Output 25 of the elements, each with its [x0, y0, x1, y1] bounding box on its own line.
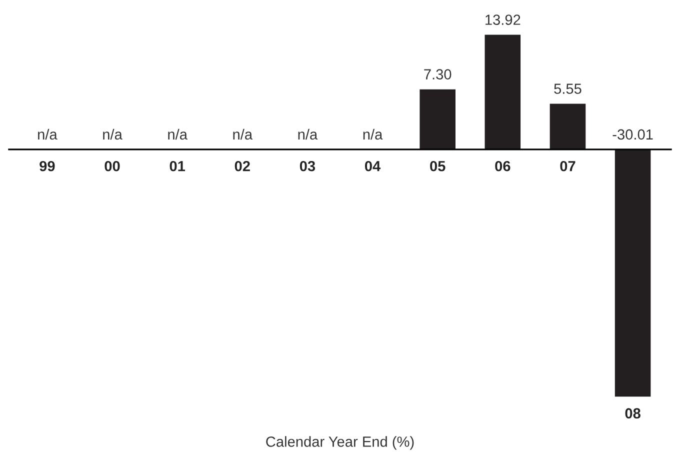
x-tick-label: 99	[40, 160, 55, 172]
data-label: 13.92	[486, 14, 520, 25]
x-tick-label: 07	[560, 160, 576, 172]
data-label: 5.55	[554, 84, 582, 94]
x-tick-label: 00	[104, 160, 120, 172]
text: n/a	[168, 128, 188, 140]
x-tick-label: 05	[430, 160, 446, 172]
text: n/a	[103, 128, 122, 140]
x-tick-label: 01	[170, 160, 186, 172]
text: n/a	[298, 128, 318, 140]
data-label: 7.30	[424, 69, 452, 80]
x-tick-label: 03	[300, 160, 316, 172]
data-label: -30.01	[612, 129, 653, 140]
bar	[614, 149, 651, 397]
x-tick-label: 08	[625, 408, 640, 419]
bar	[420, 89, 456, 150]
x-tick-label: 02	[234, 160, 250, 172]
text: n/a	[38, 128, 58, 140]
x-tick-label: 04	[365, 160, 381, 172]
x-tick-label: 06	[495, 160, 510, 172]
bar	[550, 104, 586, 150]
text: n/a	[233, 128, 253, 140]
x-axis-title: Calendar Year End (%)	[266, 436, 414, 450]
text: n/a	[363, 128, 383, 140]
bar	[484, 34, 521, 150]
